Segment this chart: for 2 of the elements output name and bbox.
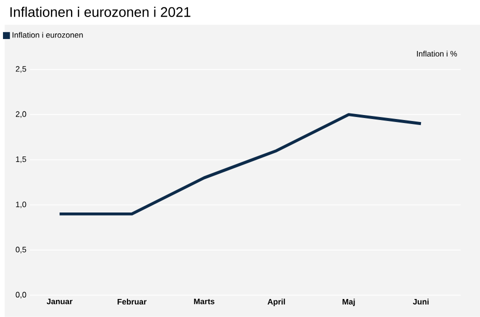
line-series: [58, 113, 422, 216]
chart-title: Inflationen i eurozonen i 2021: [10, 6, 190, 18]
